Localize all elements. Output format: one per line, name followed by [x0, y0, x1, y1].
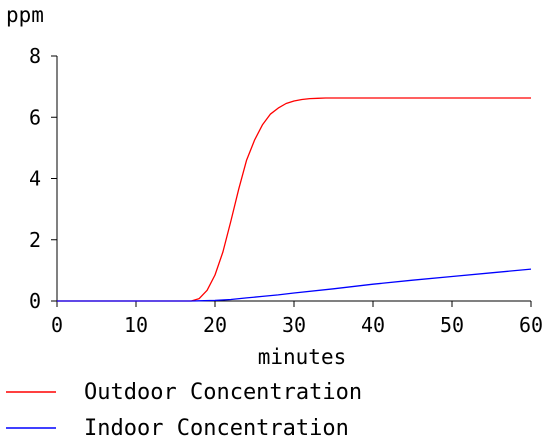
series-line-indoor: [57, 268, 532, 302]
x-tick-label: 10: [124, 313, 148, 337]
y-axis-title: ppm: [6, 3, 44, 27]
series-line-outdoor: [57, 97, 531, 302]
x-axis-title: minutes: [258, 345, 347, 369]
y-tick-label: 4: [29, 167, 41, 191]
x-tick-label: 0: [51, 313, 63, 337]
x-tick-label: 50: [440, 313, 464, 337]
y-tick-label: 6: [29, 105, 41, 129]
ticks: 0 10 20 30 40 50 60 0 2 4 6 8: [29, 44, 543, 337]
x-tick-label: 40: [361, 313, 385, 337]
x-tick-label: 20: [203, 313, 227, 337]
axes: [56, 56, 531, 302]
plot-area: [57, 97, 532, 302]
legend-label-indoor: Indoor Concentration: [84, 416, 349, 441]
legend-label-outdoor: Outdoor Concentration: [84, 380, 362, 405]
x-tick-label: 60: [519, 313, 543, 337]
legend: Outdoor Concentration Indoor Concentrati…: [6, 380, 362, 441]
y-tick-label: 0: [29, 289, 41, 313]
y-tick-label: 8: [29, 44, 41, 68]
y-tick-label: 2: [29, 228, 41, 252]
x-tick-label: 30: [282, 313, 306, 337]
